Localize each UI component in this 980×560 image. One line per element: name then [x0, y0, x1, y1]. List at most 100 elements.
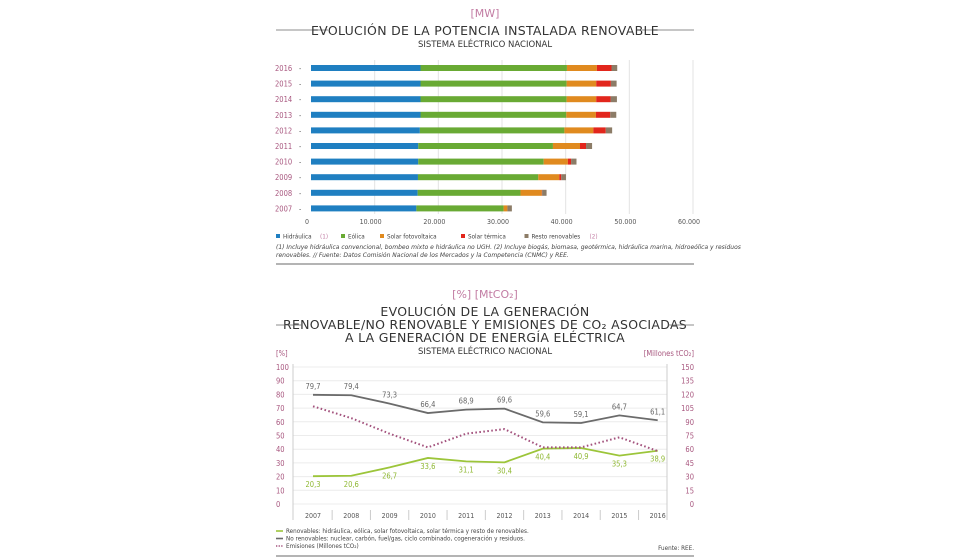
chart1-unit: [MW] [471, 7, 500, 20]
right-tick-label: 105 [681, 404, 694, 413]
data-label-no_renovables: 73,3 [382, 391, 397, 400]
left-tick-label: 100 [276, 363, 289, 372]
bar-segment-termica [593, 127, 606, 134]
source: Fuente: REE. [658, 545, 694, 552]
right-tick-label: 150 [681, 363, 694, 372]
legend-note: (1) [320, 234, 328, 241]
year-label: 2009 [275, 173, 292, 182]
bar-segment-fotovoltaica [566, 65, 597, 71]
data-label-renovables: 26,7 [382, 471, 397, 480]
legend-swatch-termica [461, 234, 465, 238]
bar-segment-fotovoltaica [503, 205, 508, 212]
bar-segment-termica [596, 65, 612, 71]
data-label-renovables: 35,3 [612, 460, 627, 469]
tick-dash: - [299, 143, 301, 151]
bar-segment-hidraulica [311, 80, 421, 87]
right-tick-label: 60 [685, 445, 694, 454]
bar-segment-termica [567, 158, 572, 165]
year-label: 2015 [275, 80, 292, 89]
legend-label: Solar fotovoltaica [387, 234, 437, 241]
bar-segment-hidraulica [311, 143, 419, 149]
x-tick-label: 50.000 [614, 218, 636, 226]
legend-swatch-eolica [341, 234, 345, 238]
year-label: 2013 [275, 111, 292, 120]
right-tick-label: 90 [685, 418, 694, 427]
bar-segment-eolica [420, 80, 567, 87]
year-label: 2012 [275, 126, 292, 135]
year-label: 2010 [275, 158, 292, 167]
bar-segment-hidraulica [311, 96, 421, 103]
bar-segment-hidraulica [311, 205, 417, 212]
bar-segment-resto [610, 80, 617, 87]
tick-dash: - [299, 159, 301, 167]
right-tick-label: 45 [685, 459, 694, 468]
bar-segment-fotovoltaica [566, 111, 596, 118]
bar-segment-resto [610, 96, 617, 103]
bar-segment-fotovoltaica [564, 127, 594, 134]
bar-segment-hidraulica [311, 189, 418, 196]
right-tick-label: 75 [685, 432, 694, 441]
bar-segment-eolica [419, 127, 565, 134]
chart2-title-line1: EVOLUCIÓN DE LA GENERACIÓN [380, 304, 589, 319]
x-tick-label: 2015 [611, 512, 627, 520]
left-tick-label: 90 [276, 377, 285, 386]
left-tick-label: 70 [276, 404, 285, 413]
bar-segment-termica [596, 80, 611, 87]
bar-segment-termica [559, 174, 562, 181]
data-label-no_renovables: 59,6 [535, 409, 550, 418]
chart2-unit: [%] [MtCO₂] [452, 288, 518, 301]
left-tick-label: 40 [276, 445, 285, 454]
footnote-1: (1) Incluye hidráulica convencional, bom… [276, 244, 741, 251]
data-label-no_renovables: 64,7 [612, 402, 627, 411]
bar-segment-eolica [420, 65, 567, 71]
tick-dash: - [299, 127, 301, 135]
bar-segment-hidraulica [311, 111, 421, 118]
data-label-no_renovables: 79,7 [305, 382, 320, 391]
bar-segment-resto [561, 174, 566, 181]
chart1-subtitle: SISTEMA ELÉCTRICO NACIONAL [418, 38, 552, 50]
chart1-title: EVOLUCIÓN DE LA POTENCIA INSTALADA RENOV… [311, 23, 659, 38]
legend-note: (2) [590, 234, 598, 241]
bar-segment-eolica [418, 143, 553, 149]
bar-segment-eolica [416, 205, 504, 212]
series-line-no_renovables [312, 393, 658, 424]
year-label: 2007 [275, 204, 292, 213]
data-label-renovables: 20,3 [305, 480, 320, 489]
legend-label: Eólica [348, 233, 365, 241]
bar-segment-hidraulica [311, 158, 419, 165]
right-tick-label: 0 [690, 500, 694, 509]
left-tick-label: 30 [276, 459, 285, 468]
tick-dash: - [299, 190, 301, 198]
series-line-emisiones [312, 405, 659, 452]
x-tick-label: 20.000 [423, 218, 445, 226]
legend-label: Renovables: hidráulica, eólica, solar fo… [286, 527, 529, 535]
tick-dash: - [299, 65, 301, 73]
legend-label: Emisiones (Millones tCO₂) [286, 543, 359, 550]
left-tick-label: 10 [276, 486, 285, 495]
left-tick-label: 60 [276, 418, 285, 427]
bar-segment-resto [610, 111, 617, 118]
data-label-no_renovables: 59,1 [574, 410, 589, 419]
x-tick-label: 2007 [305, 512, 321, 520]
data-label-renovables: 20,6 [344, 480, 359, 489]
left-axis-label: [%] [276, 349, 288, 358]
x-tick-label: 2010 [420, 512, 436, 520]
x-tick-label: 2012 [496, 512, 512, 520]
tick-dash: - [299, 205, 301, 213]
bar-segment-fotovoltaica [543, 158, 568, 165]
right-axis-label: [Millones tCO₂] [644, 349, 695, 358]
data-label-renovables: 30,4 [497, 466, 512, 475]
year-label: 2011 [275, 142, 292, 151]
x-tick-label: 40.000 [551, 218, 573, 226]
legend-label: Solar térmica [468, 233, 506, 241]
left-tick-label: 80 [276, 390, 285, 399]
right-tick-label: 135 [681, 377, 694, 386]
bar-segment-eolica [420, 96, 567, 103]
data-label-renovables: 31,1 [459, 465, 474, 474]
x-tick-label: 30.000 [487, 218, 509, 226]
tick-dash: - [299, 174, 301, 182]
bar-segment-resto [586, 143, 593, 149]
legend-label: Hidráulica [283, 233, 312, 241]
legend-swatch-fotovoltaica [380, 234, 384, 238]
